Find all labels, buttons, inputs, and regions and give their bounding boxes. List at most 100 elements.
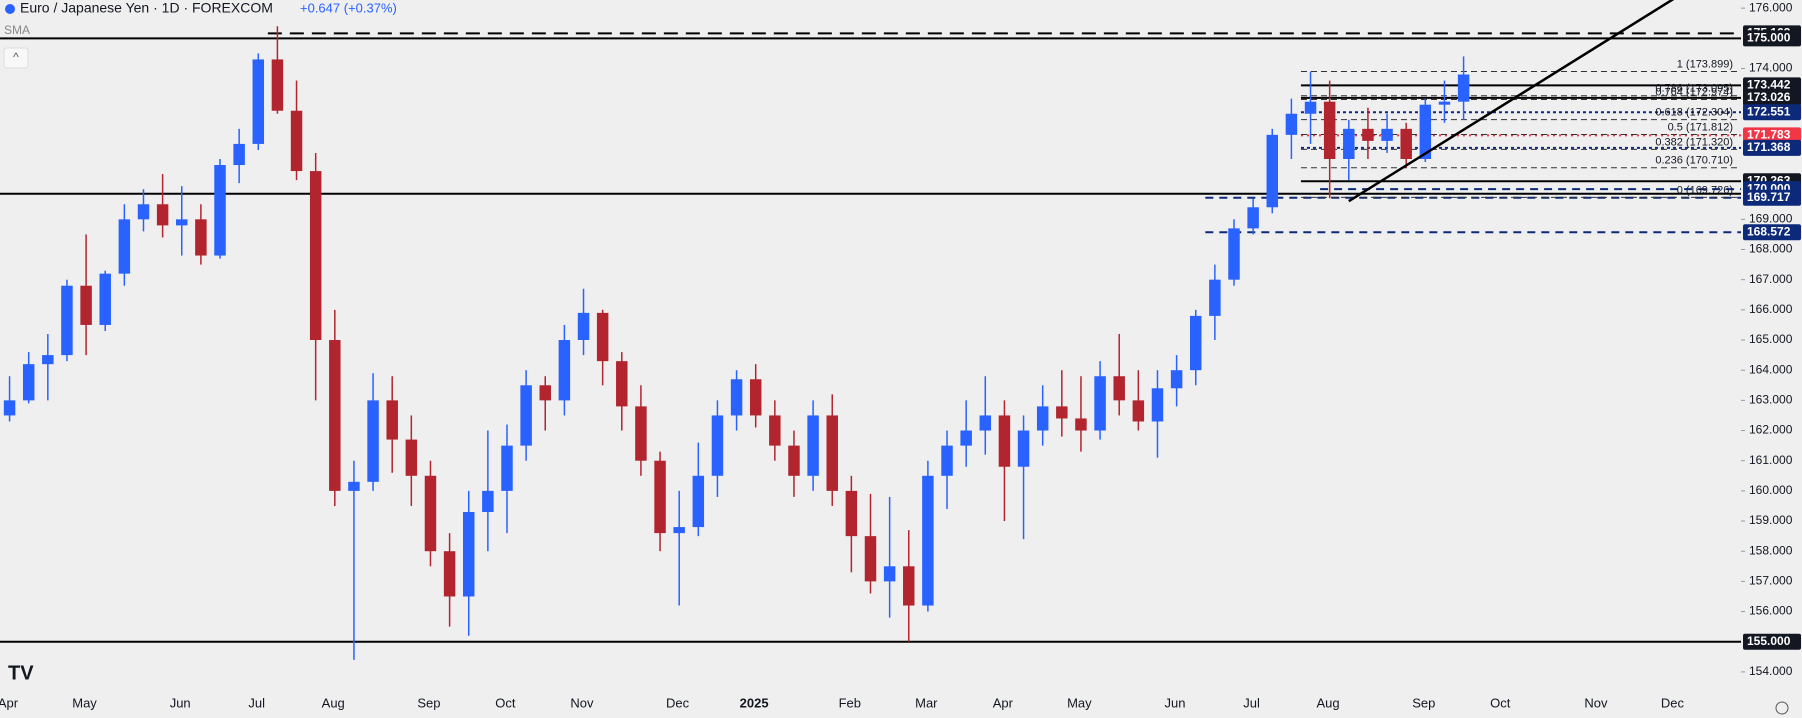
- candle-body: [329, 340, 341, 491]
- candle-body: [1438, 101, 1451, 105]
- candle-body: [635, 406, 647, 461]
- candle-body: [1113, 376, 1125, 401]
- x-tick-label: Oct: [495, 695, 516, 710]
- candle-body: [520, 385, 532, 446]
- price-label-bg: [1743, 139, 1801, 156]
- price-label-bg: [1743, 77, 1801, 94]
- price-label: 155.000: [1747, 634, 1791, 648]
- x-tick-label: 2025: [740, 695, 769, 710]
- candle-body: [1266, 134, 1279, 208]
- candle-body: [99, 273, 111, 325]
- y-tick-label: 159.000: [1749, 513, 1793, 527]
- candle-body: [233, 143, 245, 166]
- candle-body: [386, 400, 398, 440]
- x-tick-label: Dec: [1661, 695, 1685, 710]
- candle-body: [309, 171, 322, 341]
- price-label: 171.783: [1747, 128, 1791, 142]
- candle-body: [807, 415, 819, 476]
- price-label: 169.717: [1747, 190, 1791, 204]
- price-label-bg: [1743, 224, 1801, 241]
- price-label: 171.368: [1747, 140, 1791, 154]
- price-label: 173.442: [1747, 77, 1791, 91]
- candle-body: [1036, 406, 1049, 431]
- candle-body: [3, 400, 16, 416]
- x-tick-label: Apr: [993, 695, 1014, 710]
- symbol-icon: [5, 4, 15, 14]
- candle-body: [1323, 101, 1336, 159]
- plot-area: 1 (173.899) 0.786 (173.095)0.764 (172.974…: [0, 0, 1741, 660]
- candle-body: [979, 415, 992, 431]
- candle-body: [730, 379, 743, 416]
- candle-body: [424, 475, 437, 552]
- candle-body: [616, 361, 628, 407]
- x-tick-label: Jul: [248, 695, 265, 710]
- collapse-button[interactable]: [3, 47, 29, 69]
- candle-body: [367, 400, 379, 482]
- price-label-bg: [1743, 633, 1801, 650]
- candle-body: [1056, 406, 1068, 419]
- y-tick-label: 167.000: [1749, 272, 1793, 286]
- price-label-bg: [1743, 30, 1801, 47]
- candle-body: [1190, 315, 1202, 371]
- candle-body: [156, 204, 169, 226]
- candle-body: [405, 439, 418, 476]
- candle-body: [558, 340, 571, 401]
- candle-body: [711, 415, 724, 476]
- y-tick-label: 162.000: [1749, 423, 1793, 437]
- y-tick-label: 157.000: [1749, 574, 1793, 588]
- candle-body: [1343, 128, 1355, 159]
- candle-body: [348, 481, 360, 491]
- candle-body: [826, 415, 838, 491]
- candle-body: [176, 219, 188, 226]
- fib-label: 0.786 (173.095): [1655, 83, 1733, 95]
- fib-label: 0 (169.726): [1677, 184, 1733, 196]
- tv-logo: TV: [8, 662, 34, 684]
- fib-label: 0.764 (172.974): [1655, 86, 1733, 98]
- y-tick-label: 163.000: [1749, 393, 1793, 407]
- candle-body: [214, 165, 226, 256]
- y-tick-label: 154.000: [1749, 664, 1793, 678]
- candle-body: [80, 285, 92, 325]
- candle-body: [596, 312, 609, 362]
- fib-label: 0.382 (171.320): [1655, 136, 1733, 148]
- symbol-title: Euro / Japanese Yen · 1D · FOREXCOM: [20, 0, 273, 16]
- candle-body: [673, 527, 685, 534]
- y-tick-label: 168.000: [1749, 242, 1793, 256]
- x-tick-label: Sep: [417, 695, 440, 710]
- fib-label: 0.618 (172.304): [1655, 107, 1733, 119]
- candle-body: [654, 460, 666, 534]
- x-tick-label: Nov: [1584, 695, 1608, 710]
- candle-body: [1400, 128, 1412, 159]
- x-tick-label: Nov: [570, 695, 594, 710]
- x-tick-label: Jun: [1165, 695, 1186, 710]
- y-tick-label: 164.000: [1749, 362, 1793, 376]
- candle-body: [1362, 128, 1374, 141]
- candle-body: [1075, 418, 1087, 431]
- y-tick-label: 176.000: [1749, 0, 1793, 14]
- x-tick-label: Feb: [839, 695, 861, 710]
- x-tick-label: Apr: [0, 695, 19, 710]
- candle-body: [1381, 128, 1393, 141]
- candle-body: [1151, 388, 1164, 422]
- candle-body: [1094, 376, 1106, 431]
- candle-body: [941, 445, 953, 476]
- x-tick-label: Aug: [1317, 695, 1340, 710]
- y-tick-label: 169.000: [1749, 212, 1793, 226]
- candle-body: [749, 379, 762, 416]
- y-tick-label: 161.000: [1749, 453, 1793, 467]
- x-tick-label: May: [72, 695, 97, 710]
- fib-label: 0.236 (170.710): [1655, 155, 1733, 167]
- candle-body: [1209, 279, 1221, 316]
- y-tick-label: 174.000: [1749, 61, 1793, 75]
- y-tick-label: 158.000: [1749, 543, 1793, 557]
- candle-body: [922, 475, 934, 606]
- candle-body: [1419, 104, 1432, 159]
- candle-body: [577, 312, 590, 341]
- y-tick-label: 166.000: [1749, 302, 1793, 316]
- candle-body: [769, 415, 781, 446]
- y-tick-label: 165.000: [1749, 332, 1793, 346]
- collapse-icon[interactable]: ^: [13, 50, 19, 64]
- settings-icon[interactable]: [1775, 701, 1789, 715]
- candle-body: [1304, 101, 1317, 114]
